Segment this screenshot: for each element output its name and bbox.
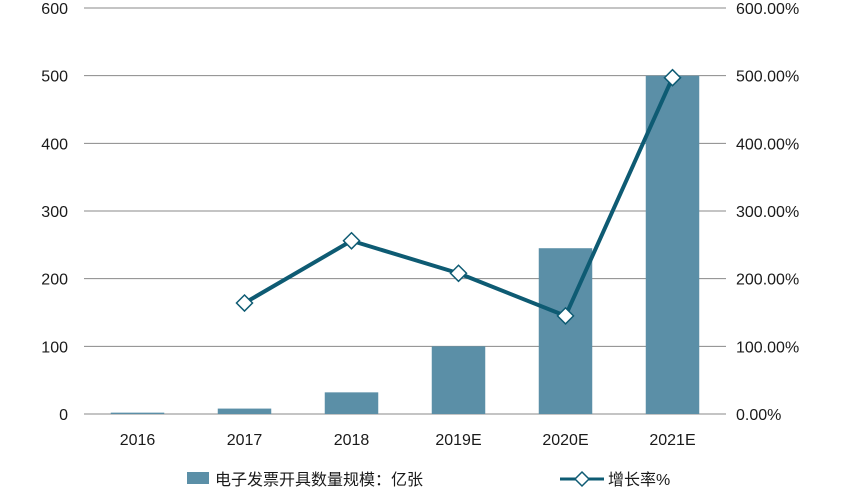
x-tick-label: 2017	[227, 432, 263, 449]
y-tick-label-left: 300	[41, 204, 68, 221]
x-tick-label: 2021E	[649, 432, 695, 449]
y-tick-label-right: 300.00%	[736, 204, 799, 221]
left-axis-ticks: 0 100 200 300 400 500 600	[41, 1, 68, 424]
y-tick-label-left: 0	[59, 407, 68, 424]
line-point	[556, 306, 575, 325]
bar	[217, 408, 272, 414]
y-tick-label-left: 500	[41, 69, 68, 86]
line-series	[235, 68, 682, 325]
line-point	[235, 293, 254, 313]
y-tick-label-left: 400	[41, 136, 68, 153]
y-tick-label-right: 200.00%	[736, 272, 799, 289]
line-point	[449, 264, 468, 283]
y-tick-label-left: 100	[41, 339, 68, 356]
right-axis-ticks: 0.00% 100.00% 200.00% 300.00% 400.00% 500.00%…	[736, 1, 799, 424]
y-tick-label-right: 500.00%	[736, 69, 799, 86]
x-tick-label: 2020E	[542, 432, 588, 449]
x-axis-ticks: 2016 2017 2018 2019E 2020E 2021E	[120, 432, 696, 449]
bar-series	[110, 75, 700, 415]
y-tick-label-right: 100.00%	[736, 339, 799, 356]
gridlines	[84, 7, 726, 415]
x-tick-label: 2016	[120, 432, 156, 449]
bar	[645, 75, 700, 415]
bar	[324, 392, 379, 414]
bar	[110, 412, 165, 414]
legend-label-line: 增长率%	[608, 471, 670, 489]
y-tick-label-right: 400.00%	[736, 136, 799, 153]
x-tick-label: 2018	[334, 432, 370, 449]
legend: 电子发票开具数量规模：亿张 增长率%	[187, 470, 670, 489]
line-point	[342, 231, 361, 250]
y-tick-label-left: 200	[41, 272, 68, 289]
y-tick-label-right: 600.00%	[736, 1, 799, 18]
legend-label-bar: 电子发票开具数量规模：亿张	[215, 471, 423, 489]
y-tick-label-left: 600	[41, 1, 68, 18]
legend-marker-diamond	[573, 470, 591, 488]
x-tick-label: 2019E	[435, 432, 481, 449]
y-tick-label-right: 0.00%	[736, 407, 781, 424]
legend-swatch-bar	[187, 472, 209, 484]
line-point	[663, 68, 682, 87]
bar	[431, 346, 486, 414]
